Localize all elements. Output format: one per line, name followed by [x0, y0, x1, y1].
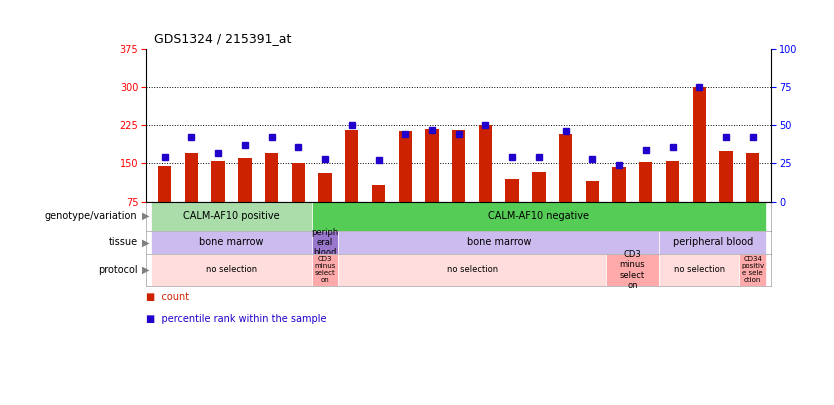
Bar: [265, 153, 279, 202]
Bar: [151, 254, 312, 286]
Bar: [746, 153, 760, 202]
Bar: [312, 254, 339, 286]
Bar: [479, 125, 492, 202]
Text: ▶: ▶: [142, 265, 149, 275]
Bar: [740, 254, 766, 286]
Bar: [312, 202, 766, 231]
Bar: [339, 231, 659, 254]
Text: bone marrow: bone marrow: [199, 237, 264, 247]
Text: ▶: ▶: [142, 237, 149, 247]
Bar: [585, 181, 599, 202]
Bar: [612, 167, 626, 202]
Bar: [312, 231, 339, 254]
Bar: [319, 173, 332, 202]
Text: protocol: protocol: [98, 265, 138, 275]
Bar: [239, 158, 252, 202]
Bar: [452, 130, 465, 202]
Bar: [425, 129, 439, 202]
Text: CD34
positiv
e sele
ction: CD34 positiv e sele ction: [741, 256, 764, 284]
Bar: [399, 131, 412, 202]
Bar: [372, 185, 385, 202]
Text: bone marrow: bone marrow: [466, 237, 531, 247]
Bar: [719, 151, 733, 202]
Bar: [666, 161, 679, 202]
Text: GDS1324 / 215391_at: GDS1324 / 215391_at: [154, 32, 292, 45]
Bar: [151, 202, 312, 231]
Text: ■  percentile rank within the sample: ■ percentile rank within the sample: [146, 314, 326, 324]
Bar: [345, 130, 359, 202]
Text: CD3
minus
select
on: CD3 minus select on: [314, 256, 336, 284]
Text: no selection: no selection: [446, 265, 498, 274]
Bar: [292, 164, 305, 202]
Text: genotype/variation: genotype/variation: [45, 211, 138, 221]
Bar: [692, 87, 706, 202]
Text: periph
eral
blood: periph eral blood: [311, 228, 339, 257]
Bar: [212, 161, 225, 202]
Bar: [659, 254, 740, 286]
Text: no selection: no selection: [674, 265, 725, 274]
Bar: [158, 166, 171, 202]
Bar: [184, 153, 198, 202]
Bar: [339, 254, 605, 286]
Text: ■  count: ■ count: [146, 292, 189, 302]
Text: CALM-AF10 positive: CALM-AF10 positive: [183, 211, 279, 221]
Text: ▶: ▶: [142, 211, 149, 221]
Bar: [505, 179, 519, 202]
Bar: [559, 134, 572, 202]
Text: no selection: no selection: [206, 265, 257, 274]
Text: CALM-AF10 negative: CALM-AF10 negative: [489, 211, 590, 221]
Text: peripheral blood: peripheral blood: [672, 237, 753, 247]
Bar: [659, 231, 766, 254]
Text: CD3
minus
select
on: CD3 minus select on: [620, 250, 646, 290]
Bar: [639, 162, 652, 202]
Bar: [605, 254, 659, 286]
Bar: [151, 231, 312, 254]
Text: tissue: tissue: [108, 237, 138, 247]
Bar: [532, 172, 545, 202]
